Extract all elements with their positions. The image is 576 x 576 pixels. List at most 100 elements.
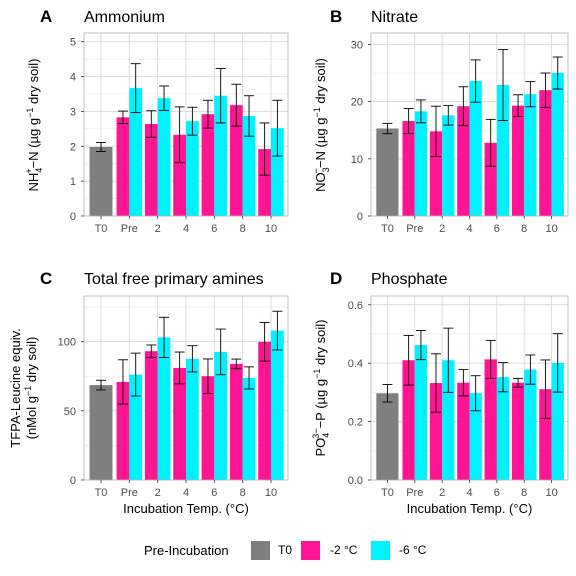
bar [484, 142, 497, 216]
bar [376, 128, 399, 216]
bar [229, 105, 243, 216]
bar [258, 341, 271, 480]
panel-c: 0 50 100 T0 Pre 2 4 6 8 10 C Total free primary ami… [8, 269, 289, 516]
x-tick-label: 4 [466, 487, 472, 499]
bar [129, 374, 143, 480]
x-tick-label: T0 [381, 223, 394, 235]
y-tick-label: 0 [70, 211, 76, 223]
bar [242, 377, 256, 480]
y-axis-title: NO3−−N (µg g−1 dry soil) [311, 58, 331, 192]
bar [242, 115, 256, 216]
x-tick-label: 8 [240, 223, 246, 235]
bar [229, 363, 243, 480]
bar [469, 393, 482, 480]
panel-letter: B [330, 7, 342, 26]
x-tick-label: 2 [439, 223, 445, 235]
bar [429, 383, 443, 480]
bar [524, 94, 537, 216]
bar [496, 377, 510, 480]
bar [173, 367, 186, 480]
bar [511, 382, 525, 480]
y-tick-label: 0 [70, 475, 76, 487]
panel-a: 0 1 2 3 4 5 T0 Pre 2 4 6 8 10 A Ammonium NH4+−N (µg g−1… [24, 7, 289, 235]
bar [89, 385, 113, 480]
bar [173, 134, 186, 216]
legend-label-minus6: -6 °C [399, 543, 427, 557]
bar [496, 85, 510, 217]
bar [144, 351, 158, 480]
y-tick-label: 0.0 [348, 475, 363, 487]
bar [539, 90, 552, 216]
y-axis-title-line2: (nMol g−1 dry soil) [23, 337, 39, 440]
y-tick-label: 0.2 [348, 417, 363, 429]
bar [414, 111, 428, 216]
x-tick-label: Pre [121, 487, 138, 499]
x-tick-label: 6 [211, 487, 217, 499]
y-tick-label: 3 [70, 106, 76, 118]
legend-label-t0: T0 [278, 543, 292, 557]
bar [157, 337, 171, 480]
y-tick-label: 10 [351, 154, 363, 166]
bar [484, 359, 497, 480]
bar [442, 360, 455, 480]
y-tick-label: 0.4 [348, 358, 363, 370]
x-tick-label: 2 [155, 223, 161, 235]
bar [129, 88, 143, 216]
panel-title: Total free primary amines [84, 271, 264, 288]
x-axis-title: Incubation Temp. (°C) [407, 501, 533, 516]
bar [402, 121, 415, 216]
bar [214, 95, 228, 216]
y-tick-label: 50 [64, 406, 76, 418]
bar [157, 98, 171, 216]
bar [511, 105, 525, 216]
bar [116, 117, 130, 216]
x-axis-title: Incubation Temp. (°C) [123, 501, 249, 516]
bar [524, 369, 537, 480]
x-tick-label: 10 [265, 487, 277, 499]
x-tick-label: Pre [121, 223, 138, 235]
x-tick-label: 6 [494, 487, 500, 499]
bar [258, 149, 271, 216]
legend-key-minus6 [371, 541, 390, 560]
legend-title: Pre-Incubation [144, 543, 229, 558]
x-tick-label: 2 [155, 487, 161, 499]
y-tick-label: 5 [70, 37, 76, 49]
y-tick-label: 100 [58, 337, 76, 349]
x-tick-label: 4 [183, 487, 189, 499]
y-tick-label: 1 [70, 176, 76, 188]
bar [186, 358, 199, 480]
x-tick-label: 6 [494, 223, 500, 235]
bar [376, 393, 399, 480]
panel-letter: D [330, 269, 342, 288]
x-tick-label: 8 [521, 487, 527, 499]
bar [442, 115, 455, 216]
y-tick-label: 2 [70, 141, 76, 153]
bar [201, 376, 215, 480]
x-tick-label: Pre [406, 487, 423, 499]
y-tick-label: 0.6 [348, 300, 363, 312]
x-tick-label: 2 [439, 487, 445, 499]
bar [539, 389, 552, 480]
bar [414, 345, 428, 480]
bar [457, 382, 470, 480]
panel-title: Ammonium [84, 9, 165, 26]
bar [457, 106, 470, 216]
y-axis-title: NH4+−N (µg g−1 dry soil) [24, 59, 44, 192]
panel-title: Nitrate [371, 9, 418, 26]
panel-title: Phosphate [371, 271, 448, 288]
x-tick-label: 8 [240, 487, 246, 499]
panel-b: 0 10 20 30 T0 Pre 2 4 6 8 10 B Nitrate NO3−−N (µg g−1… [311, 7, 569, 235]
bar [201, 114, 215, 216]
y-axis-title-line1: TFPA-Leucine equiv. [8, 328, 23, 447]
bar [186, 121, 199, 216]
x-tick-label: Pre [406, 223, 423, 235]
x-tick-label: 8 [521, 223, 527, 235]
x-tick-label: T0 [95, 223, 108, 235]
bar [271, 128, 284, 216]
bar [116, 381, 130, 480]
y-axis-title: PO43−−P (µg g−1 dry soil) [311, 320, 331, 457]
panels: 0 1 2 3 4 5 T0 Pre 2 4 6 8 10 A Ammonium NH4+−N (µg g−1… [8, 7, 569, 516]
y-tick-label: 30 [351, 39, 363, 51]
y-tick-label: 4 [70, 72, 76, 84]
bar [214, 351, 228, 480]
